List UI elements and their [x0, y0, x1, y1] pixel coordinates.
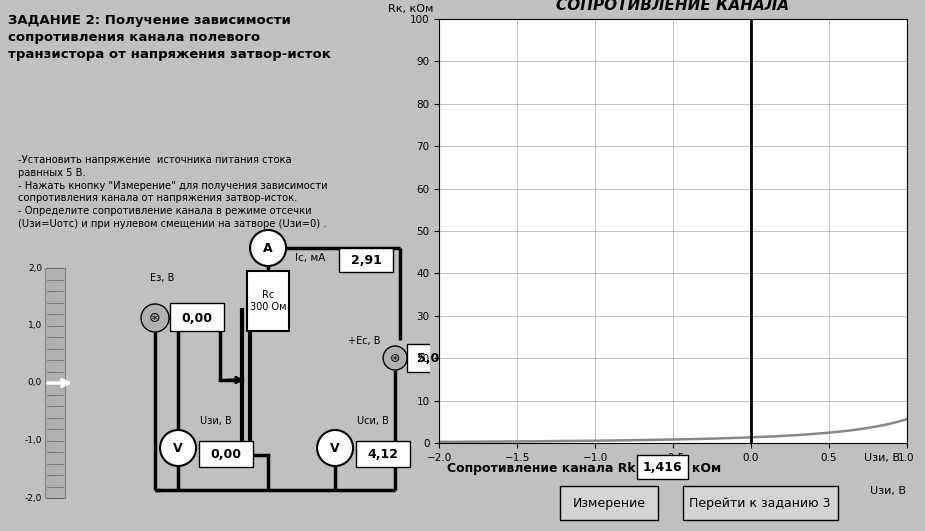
Text: кОм: кОм [692, 461, 722, 475]
Text: Сопротивление канала Rk =: Сопротивление канала Rk = [447, 461, 655, 475]
Text: Uзи, В: Uзи, В [870, 486, 906, 496]
Circle shape [250, 230, 286, 266]
Circle shape [383, 346, 407, 370]
Text: ⊛: ⊛ [389, 352, 401, 364]
Text: ЗАДАНИЕ 2: Получение зависимости
сопротивления канала полевого
транзистора от на: ЗАДАНИЕ 2: Получение зависимости сопроти… [8, 14, 331, 61]
Text: 0,00: 0,00 [211, 448, 241, 460]
Text: Ic, мА: Ic, мА [295, 253, 326, 263]
FancyBboxPatch shape [247, 271, 290, 331]
Text: Uси, В: Uси, В [357, 416, 389, 426]
Text: Rк, кОм: Rк, кОм [388, 4, 434, 14]
FancyBboxPatch shape [356, 441, 410, 467]
Text: Uзи, В: Uзи, В [200, 416, 232, 426]
Text: Измерение: Измерение [573, 496, 646, 510]
Title: СОПРОТИВЛЕНИЕ КАНАЛА: СОПРОТИВЛЕНИЕ КАНАЛА [556, 0, 790, 13]
Bar [45, 268, 65, 498]
Text: -2,0: -2,0 [25, 493, 42, 502]
FancyBboxPatch shape [683, 486, 838, 520]
Text: 0,0: 0,0 [28, 379, 42, 388]
Circle shape [160, 430, 196, 466]
Text: 1,416: 1,416 [642, 460, 682, 474]
Text: -Установить напряжение  источника питания стока
равнных 5 В.
- Нажать кнопку "Из: -Установить напряжение источника питания… [18, 155, 327, 229]
FancyBboxPatch shape [636, 455, 687, 479]
Text: 1,0: 1,0 [28, 321, 42, 330]
FancyBboxPatch shape [561, 486, 659, 520]
FancyBboxPatch shape [199, 441, 253, 467]
Text: 2,0: 2,0 [28, 263, 42, 272]
Text: 0,00: 0,00 [181, 312, 213, 324]
Text: +Ес, В: +Ес, В [348, 336, 380, 346]
FancyBboxPatch shape [407, 344, 450, 372]
Text: 4,12: 4,12 [367, 448, 399, 460]
Text: 5,0: 5,0 [417, 352, 439, 364]
Text: 2,91: 2,91 [351, 253, 381, 267]
FancyBboxPatch shape [170, 303, 224, 331]
FancyBboxPatch shape [339, 248, 393, 272]
Text: V: V [173, 441, 183, 455]
Text: -1,0: -1,0 [24, 436, 42, 445]
Text: Ез, В: Ез, В [150, 273, 175, 283]
Text: A: A [264, 242, 273, 254]
Text: ⊛: ⊛ [149, 311, 161, 325]
Text: Перейти к заданию 3: Перейти к заданию 3 [689, 496, 831, 510]
Circle shape [317, 430, 353, 466]
Text: Rc
300 Ом: Rc 300 Ом [250, 290, 287, 312]
Text: V: V [330, 441, 339, 455]
Circle shape [141, 304, 169, 332]
Text: Uзи, В: Uзи, В [864, 453, 900, 463]
